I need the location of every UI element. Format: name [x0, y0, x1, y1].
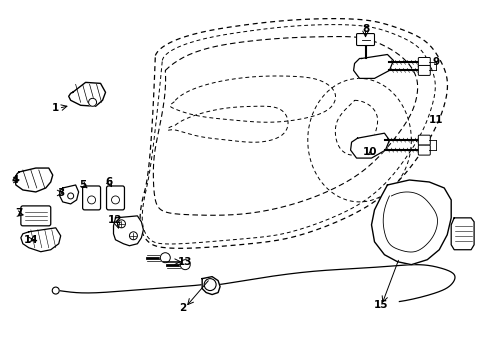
Text: 5: 5 — [79, 180, 86, 190]
Text: 13: 13 — [178, 257, 192, 267]
FancyBboxPatch shape — [356, 33, 374, 45]
Text: 9: 9 — [432, 58, 439, 67]
Text: 4: 4 — [11, 175, 19, 185]
FancyBboxPatch shape — [417, 66, 429, 75]
Text: 7: 7 — [15, 208, 22, 218]
Text: 12: 12 — [108, 215, 122, 225]
FancyBboxPatch shape — [82, 186, 101, 210]
Polygon shape — [450, 218, 473, 250]
Text: 14: 14 — [23, 235, 38, 245]
Text: 11: 11 — [428, 115, 443, 125]
Circle shape — [129, 232, 137, 240]
Polygon shape — [21, 228, 61, 252]
Polygon shape — [60, 185, 79, 204]
Text: 1: 1 — [52, 103, 59, 113]
Circle shape — [203, 279, 216, 291]
FancyBboxPatch shape — [417, 135, 429, 145]
Polygon shape — [15, 168, 53, 192]
Polygon shape — [202, 276, 220, 294]
Text: 2: 2 — [179, 302, 186, 312]
Polygon shape — [353, 54, 393, 78]
Polygon shape — [68, 82, 105, 106]
Circle shape — [88, 98, 96, 106]
FancyBboxPatch shape — [417, 58, 429, 67]
Text: 10: 10 — [363, 147, 377, 157]
Polygon shape — [350, 133, 388, 158]
Text: 8: 8 — [361, 24, 368, 33]
Polygon shape — [371, 180, 450, 265]
Polygon shape — [113, 216, 143, 246]
Text: 3: 3 — [57, 188, 64, 198]
Circle shape — [52, 287, 59, 294]
Circle shape — [117, 220, 125, 228]
Circle shape — [160, 253, 170, 263]
FancyBboxPatch shape — [417, 145, 429, 155]
Circle shape — [180, 260, 190, 270]
FancyBboxPatch shape — [21, 206, 51, 226]
Text: 6: 6 — [105, 177, 112, 187]
FancyBboxPatch shape — [106, 186, 124, 210]
Text: 15: 15 — [373, 300, 388, 310]
